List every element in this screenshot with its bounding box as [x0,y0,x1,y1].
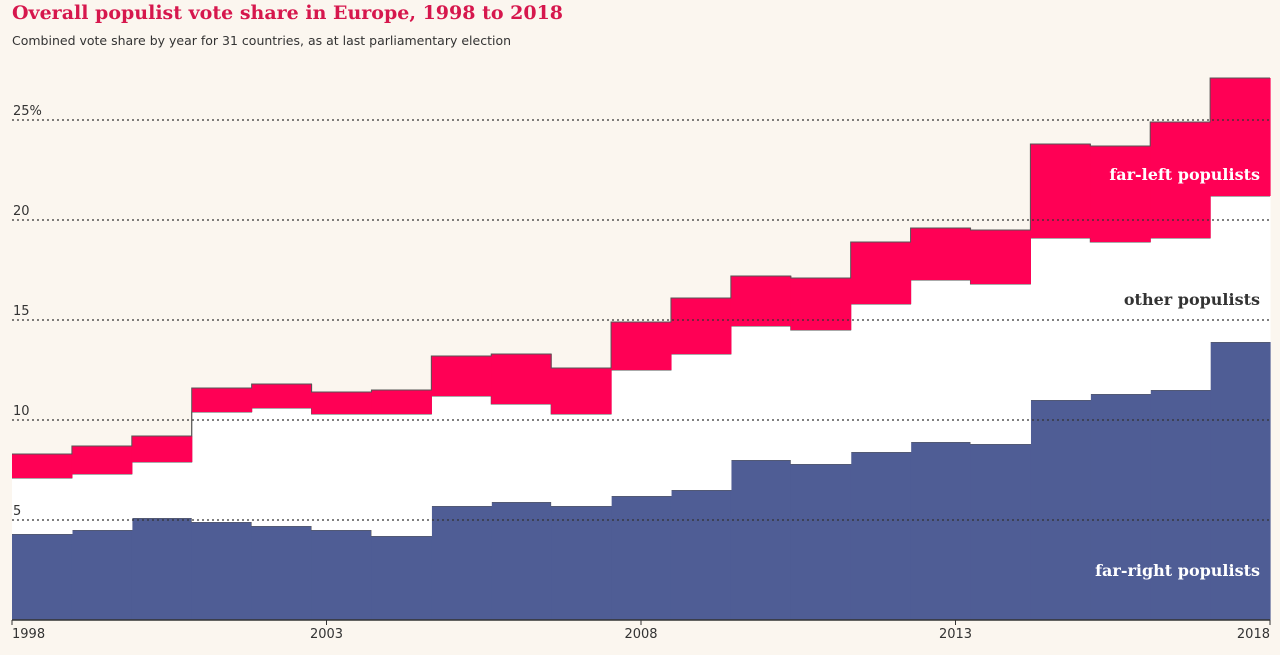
area-segment-far-right-populists-1999 [71,530,133,620]
chart-title: Overall populist vote share in Europe, 1… [12,2,564,24]
area-segment-other-populists-1999 [71,474,133,530]
area-segment-far-right-populists-2018 [1210,342,1271,620]
area-segment-other-populists-2017 [1150,238,1211,390]
area-segment-far-right-populists-2015 [1030,400,1091,620]
area-segment-far-right-populists-2009 [670,490,732,620]
area-segment-far-left-populists-2006 [491,354,552,404]
area-segment-far-right-populists-2017 [1150,390,1211,620]
area-segment-far-left-populists-2011 [790,278,852,330]
series-labels: far-left populists other populists far-r… [1095,165,1260,580]
series-edge-far-left-populists [12,77,1270,455]
area-segment-other-populists-2013 [910,280,972,442]
area-segment-other-populists-2016 [1090,242,1151,394]
area-segment-other-populists-2008 [611,370,672,496]
area-segment-far-right-populists-2013 [910,442,972,620]
area-segment-far-left-populists-2002 [251,384,313,408]
area-segment-far-right-populists-2008 [611,496,672,620]
area-segment-far-left-populists-2005 [431,356,492,396]
y-axis-ticks: 5 10 15 20 25% [13,104,42,519]
area-segment-far-left-populists-2008 [611,322,672,370]
area-segment-other-populists-2006 [491,404,552,502]
x-tick-label-2008: 2008 [624,627,657,642]
x-tick-label-2013: 2013 [939,627,972,642]
area-segment-other-populists-2018 [1210,196,1271,342]
area-segment-far-right-populists-2003 [311,530,373,620]
area-segment-far-right-populists-2001 [191,522,253,620]
area-segment-far-left-populists-2010 [730,276,792,326]
area-segment-other-populists-2014 [970,284,1031,444]
x-tick-label-2018: 2018 [1237,627,1270,642]
area-segment-far-left-populists-2016 [1090,146,1151,242]
area-segment-far-left-populists-2007 [551,368,612,414]
series-far-left-populists [12,77,1271,478]
y-tick-label-25: 25% [13,104,42,119]
series-far-right-populists [12,341,1271,620]
area-segment-other-populists-2015 [1030,238,1091,400]
series-other-populists [12,195,1271,536]
chart-subtitle: Combined vote share by year for 31 count… [12,33,512,48]
area-segment-far-left-populists-2001 [191,388,253,412]
area-segment-far-left-populists-2018 [1210,78,1271,196]
area-segment-far-left-populists-2003 [311,392,373,414]
area-segment-far-right-populists-2012 [850,452,912,620]
area-segment-far-left-populists-2009 [670,298,732,354]
x-axis: 1998 2003 2008 2013 2018 [11,619,1271,642]
area-segment-other-populists-2011 [790,330,852,464]
area-segment-far-right-populists-2011 [790,464,852,620]
area-segment-far-right-populists-1998 [12,534,73,620]
area-segment-other-populists-2002 [251,408,313,526]
far-right-label: far-right populists [1095,561,1260,580]
area-segment-other-populists-2003 [311,414,373,530]
area-segment-other-populists-1998 [12,478,73,534]
area-segment-far-right-populists-2005 [431,506,492,620]
x-tick-label-2003: 2003 [310,627,343,642]
area-segment-other-populists-2001 [191,412,253,522]
area-segment-other-populists-2007 [551,414,612,506]
area-segment-far-right-populists-2006 [491,502,552,620]
area-segment-other-populists-2005 [431,396,492,506]
area-segment-far-left-populists-2000 [131,436,193,462]
y-tick-label-5: 5 [13,504,21,519]
series-areas [12,77,1271,620]
area-segment-far-left-populists-1999 [71,446,133,474]
y-tick-label-20: 20 [13,204,30,219]
far-left-label: far-left populists [1109,165,1260,184]
area-segment-far-left-populists-2004 [371,390,432,414]
area-segment-far-left-populists-1998 [12,454,73,478]
area-segment-far-right-populists-2014 [970,444,1031,620]
area-segment-far-right-populists-2016 [1090,394,1151,620]
other-populists-label: other populists [1124,290,1260,309]
y-tick-label-15: 15 [13,304,30,319]
area-segment-far-left-populists-2012 [850,242,912,304]
area-segment-far-right-populists-2004 [371,536,432,620]
area-segment-far-right-populists-2010 [730,460,792,620]
area-segment-far-right-populists-2007 [551,506,612,620]
area-segment-other-populists-2009 [670,354,732,490]
area-segment-other-populists-2010 [730,326,792,460]
area-segment-other-populists-2000 [131,462,193,518]
area-segment-far-right-populists-2002 [251,526,313,620]
area-segment-other-populists-2004 [371,414,432,536]
x-tick-label-1998: 1998 [12,627,45,642]
area-segment-far-left-populists-2017 [1150,122,1211,238]
area-segment-far-left-populists-2014 [970,230,1031,284]
area-segment-far-left-populists-2013 [910,228,972,280]
area-segment-far-left-populists-2015 [1030,144,1091,238]
area-segment-other-populists-2012 [850,304,912,452]
y-tick-label-10: 10 [13,404,30,419]
area-segment-far-right-populists-2000 [131,518,193,620]
